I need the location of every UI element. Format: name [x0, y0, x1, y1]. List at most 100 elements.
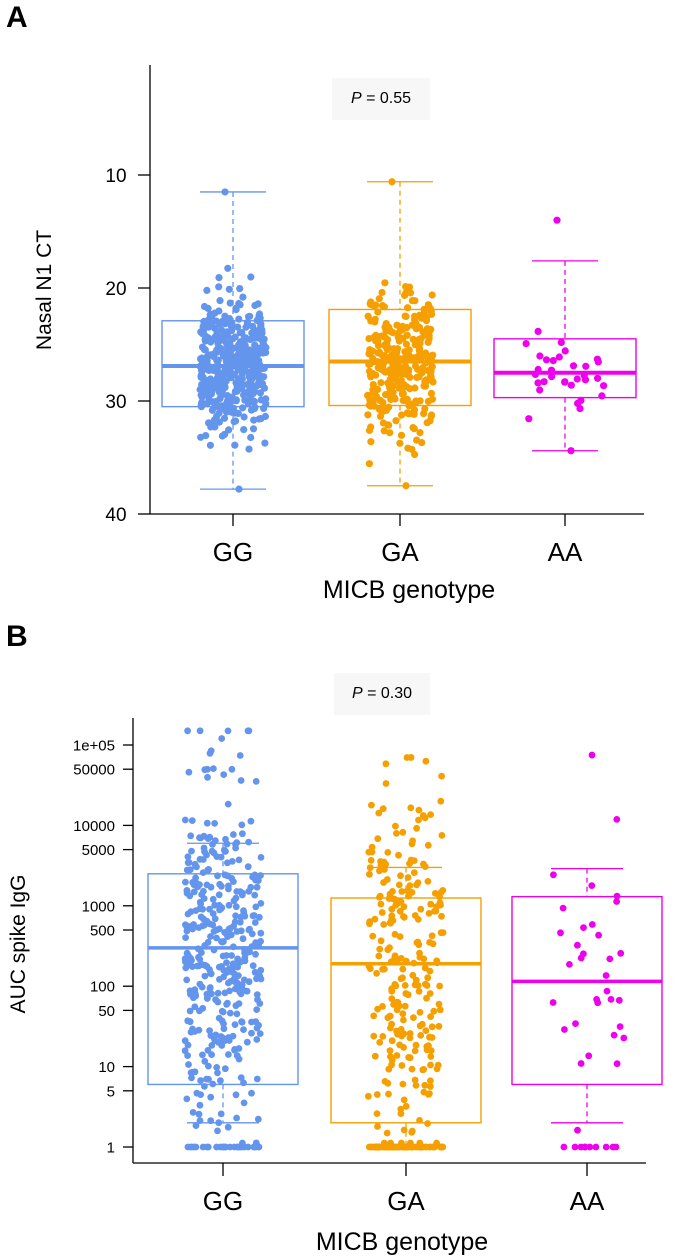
- data-point: [430, 1143, 437, 1151]
- data-point: [536, 352, 544, 360]
- data-point: [230, 353, 238, 361]
- data-point: [377, 862, 385, 869]
- data-point: [188, 817, 196, 824]
- data-point: [232, 912, 240, 920]
- data-point: [232, 979, 240, 987]
- data-point: [228, 952, 236, 959]
- data-point: [425, 1091, 432, 1098]
- box-group-ga: [328, 178, 472, 490]
- data-point: [401, 1002, 409, 1010]
- data-point: [236, 301, 244, 309]
- data-point: [214, 1127, 221, 1135]
- data-point: [368, 843, 376, 851]
- data-point: [256, 389, 264, 397]
- data-point: [382, 760, 390, 768]
- data-point: [201, 1083, 208, 1090]
- data-point: [183, 949, 191, 957]
- data-point: [250, 416, 258, 424]
- data-point: [203, 995, 211, 1002]
- data-point: [239, 986, 247, 994]
- data-point: [234, 323, 242, 331]
- data-point: [231, 333, 239, 341]
- data-point: [220, 973, 228, 981]
- y-tick-label: 10: [105, 166, 126, 187]
- data-point: [214, 1069, 221, 1077]
- data-point: [382, 780, 390, 787]
- data-point: [215, 925, 223, 933]
- data-point: [208, 319, 216, 327]
- data-point: [386, 429, 394, 437]
- data-point: [241, 912, 249, 920]
- data-point: [388, 178, 396, 186]
- data-point: [183, 1095, 191, 1103]
- data-point: [385, 1090, 392, 1098]
- data-point: [384, 379, 392, 387]
- data-point: [402, 340, 410, 348]
- x-tick-label: GA: [387, 1186, 425, 1216]
- data-point: [437, 797, 445, 805]
- data-point: [375, 348, 383, 356]
- data-point: [382, 391, 390, 399]
- data-point: [391, 952, 399, 960]
- data-point: [251, 301, 259, 310]
- data-point: [205, 419, 213, 427]
- data-point: [244, 400, 252, 408]
- data-point: [367, 438, 375, 446]
- data-point: [245, 926, 253, 934]
- data-point: [436, 1006, 444, 1014]
- data-point: [574, 941, 581, 949]
- x-tick-label: GG: [203, 1186, 243, 1216]
- data-point: [402, 990, 410, 997]
- data-point: [412, 399, 420, 407]
- data-point: [406, 1030, 414, 1037]
- data-point: [201, 848, 208, 856]
- data-point: [215, 1038, 222, 1046]
- data-point: [226, 406, 234, 414]
- data-point: [218, 963, 225, 970]
- data-point: [195, 953, 202, 961]
- data-point: [215, 283, 223, 291]
- data-point: [182, 934, 190, 941]
- data-point: [371, 1052, 379, 1060]
- data-point: [210, 765, 217, 772]
- data-point: [438, 1143, 446, 1151]
- data-point: [407, 804, 415, 812]
- data-point: [253, 883, 261, 891]
- data-point: [367, 402, 375, 410]
- data-point: [412, 325, 420, 333]
- data-point: [400, 913, 408, 921]
- data-point: [412, 1082, 420, 1089]
- data-point: [364, 1092, 372, 1100]
- data-point: [426, 304, 434, 312]
- data-point: [182, 964, 190, 972]
- data-point: [213, 934, 220, 942]
- data-point: [247, 883, 255, 891]
- data-point: [223, 328, 231, 336]
- data-point: [404, 887, 411, 895]
- data-point: [415, 816, 422, 824]
- data-point: [387, 1143, 394, 1151]
- data-point: [261, 397, 269, 405]
- data-point: [219, 952, 227, 960]
- data-point: [406, 1054, 414, 1062]
- data-point: [189, 1025, 196, 1033]
- data-point: [244, 1143, 252, 1151]
- data-point: [257, 854, 265, 861]
- data-point: [184, 853, 192, 861]
- data-point: [235, 347, 243, 355]
- data-point: [217, 1077, 224, 1085]
- data-point: [392, 822, 399, 830]
- data-point: [367, 857, 375, 864]
- data-point: [422, 349, 430, 357]
- data-point: [424, 397, 432, 405]
- data-point: [399, 1080, 407, 1088]
- data-point: [238, 1018, 246, 1026]
- x-tick-label: AA: [548, 537, 583, 567]
- data-point: [200, 895, 208, 902]
- data-point: [215, 274, 223, 282]
- data-point: [409, 424, 417, 432]
- data-point: [207, 1117, 215, 1125]
- data-point: [215, 333, 223, 341]
- data-point: [253, 1006, 261, 1013]
- data-point: [199, 1051, 206, 1059]
